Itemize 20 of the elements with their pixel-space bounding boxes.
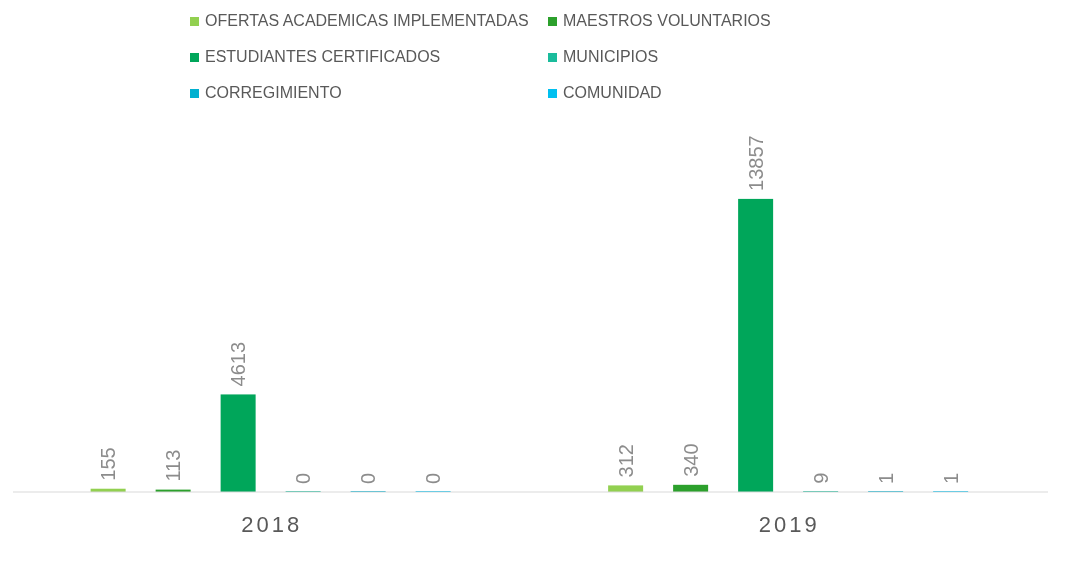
data-label: 113 [162, 449, 185, 482]
data-label: 9 [809, 472, 832, 484]
data-label: 0 [422, 472, 445, 484]
x-tick-label: 2018 [241, 511, 303, 537]
data-label: 0 [357, 472, 380, 484]
legend-label: CORREGIMIENTO [204, 84, 343, 102]
legend-label: OFERTAS ACADEMICAS IMPLEMENTADAS [204, 12, 530, 30]
data-label: 0 [292, 472, 315, 484]
data-label: 312 [614, 444, 637, 478]
legend-label: MUNICIPIOS [562, 48, 660, 66]
legend-label: COMUNIDAD [562, 84, 663, 102]
data-label: 1 [939, 472, 962, 484]
legend-label: MAESTROS VOLUNTARIOS [562, 12, 772, 30]
data-label: 13857 [744, 135, 767, 191]
data-label: 340 [679, 443, 702, 477]
legend-label: ESTUDIANTES CERTIFICADOS [204, 48, 442, 66]
data-label: 155 [97, 447, 120, 481]
data-label: 1 [874, 472, 897, 484]
data-label: 4613 [227, 341, 250, 387]
x-tick-label: 2019 [758, 511, 820, 537]
